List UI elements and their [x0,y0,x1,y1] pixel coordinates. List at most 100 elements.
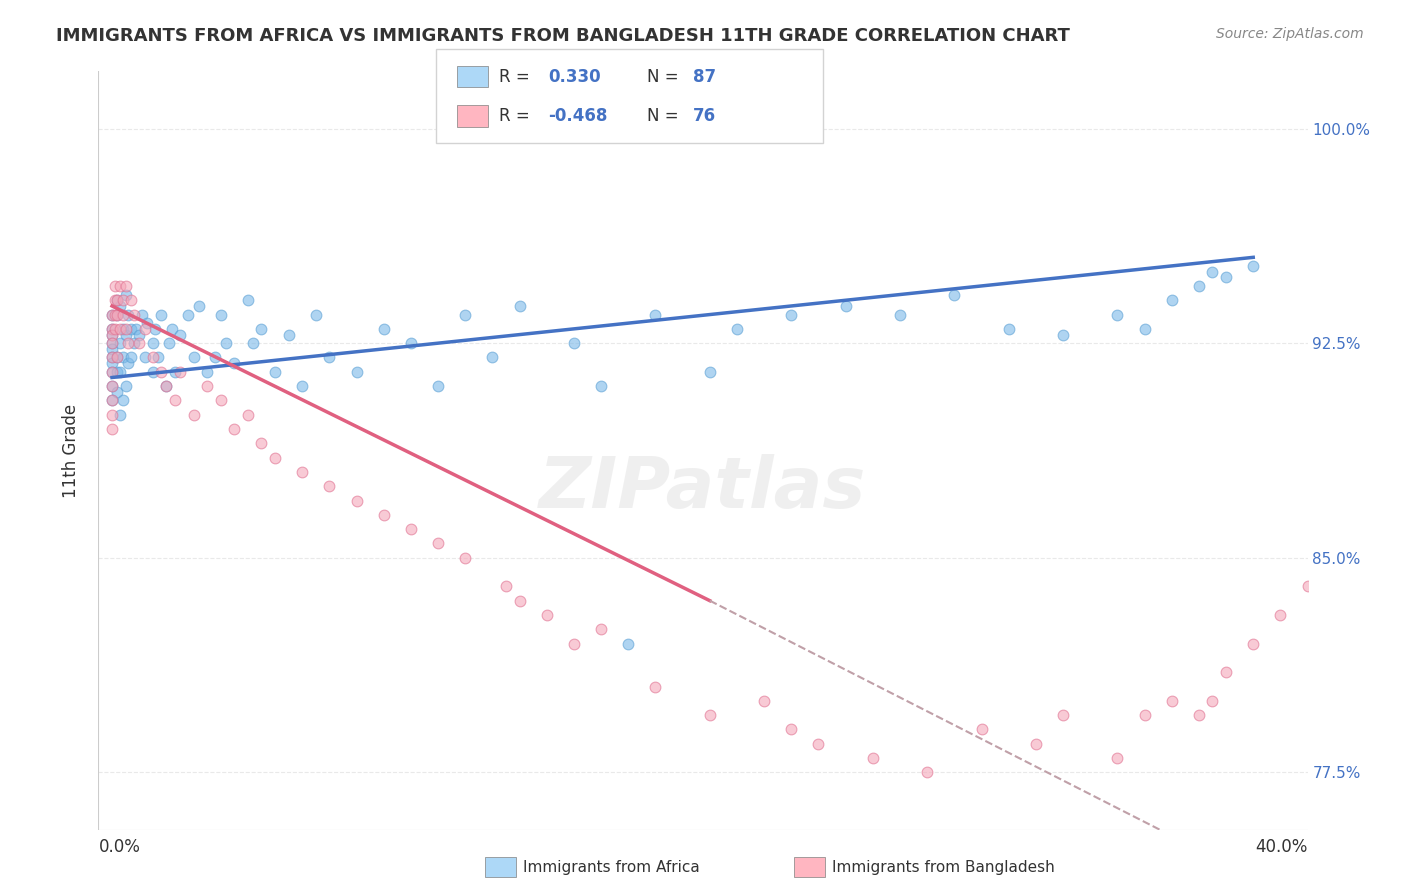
Point [224,422,246,436]
Point [780,308,803,322]
Point [101,342,124,356]
Point [163,365,186,379]
Point [101,336,124,351]
Point [236,408,259,422]
Point [752,694,775,708]
Point [101,327,124,342]
Point [114,327,136,342]
Point [215,336,238,351]
Text: Immigrants from Bangladesh: Immigrants from Bangladesh [832,860,1054,874]
Point [509,299,531,313]
Point [155,379,177,393]
Point [264,450,287,465]
Text: ZIPatlas: ZIPatlas [540,454,866,523]
Point [169,327,191,342]
Point [128,327,150,342]
Text: N =: N = [647,68,683,86]
Text: 40.0%: 40.0% [1256,838,1308,855]
Point [889,308,911,322]
Text: Source: ZipAtlas.com: Source: ZipAtlas.com [1216,27,1364,41]
Text: -0.468: -0.468 [548,107,607,125]
Point [111,322,134,336]
Point [134,322,156,336]
Point [117,356,139,370]
Point [101,393,124,408]
Point [101,408,124,422]
Point [177,308,200,322]
Point [107,351,129,365]
Point [970,723,993,737]
Point [188,299,211,313]
Point [399,336,422,351]
Point [149,308,172,322]
Point [128,336,150,351]
Point [997,322,1019,336]
Point [1160,293,1182,308]
Point [183,408,205,422]
Point [104,308,127,322]
Point [101,308,124,322]
Point [114,379,136,393]
Point [264,365,287,379]
Text: 0.330: 0.330 [548,68,600,86]
Point [699,708,721,723]
Point [454,308,477,322]
Point [101,322,124,336]
Point [644,308,666,322]
Point [1241,259,1264,273]
Point [195,365,218,379]
Point [122,336,145,351]
Point [104,279,127,293]
Point [101,365,124,379]
Point [169,365,191,379]
Point [183,351,205,365]
Point [427,379,450,393]
Text: 0.0%: 0.0% [98,838,141,855]
Point [149,365,172,379]
Text: R =: R = [499,68,536,86]
Point [114,279,136,293]
Text: N =: N = [647,107,683,125]
Point [108,299,131,313]
Text: 76: 76 [693,107,716,125]
Point [591,379,613,393]
Point [107,351,129,365]
Point [136,316,159,330]
Point [1052,327,1074,342]
Point [562,336,585,351]
Point [1188,708,1211,723]
Point [111,308,134,322]
Point [236,293,259,308]
Point [1133,708,1156,723]
Point [209,393,232,408]
Point [101,336,124,351]
Point [644,680,666,694]
Point [101,351,124,365]
Point [318,351,340,365]
Point [120,293,142,308]
Point [131,308,153,322]
Point [114,287,136,301]
Point [1188,279,1211,293]
Point [1201,694,1223,708]
Point [107,308,129,322]
Point [1296,579,1319,593]
Point [120,322,142,336]
Point [120,351,142,365]
Point [157,336,180,351]
Point [108,365,131,379]
Point [101,322,124,336]
Point [305,308,328,322]
Point [780,723,803,737]
Point [346,365,368,379]
Point [807,737,830,751]
Point [862,751,884,765]
Point [250,436,273,450]
Point [1270,607,1292,622]
Point [108,336,131,351]
Point [250,322,273,336]
Point [1107,751,1129,765]
Text: R =: R = [499,107,536,125]
Point [509,593,531,607]
Point [142,351,165,365]
